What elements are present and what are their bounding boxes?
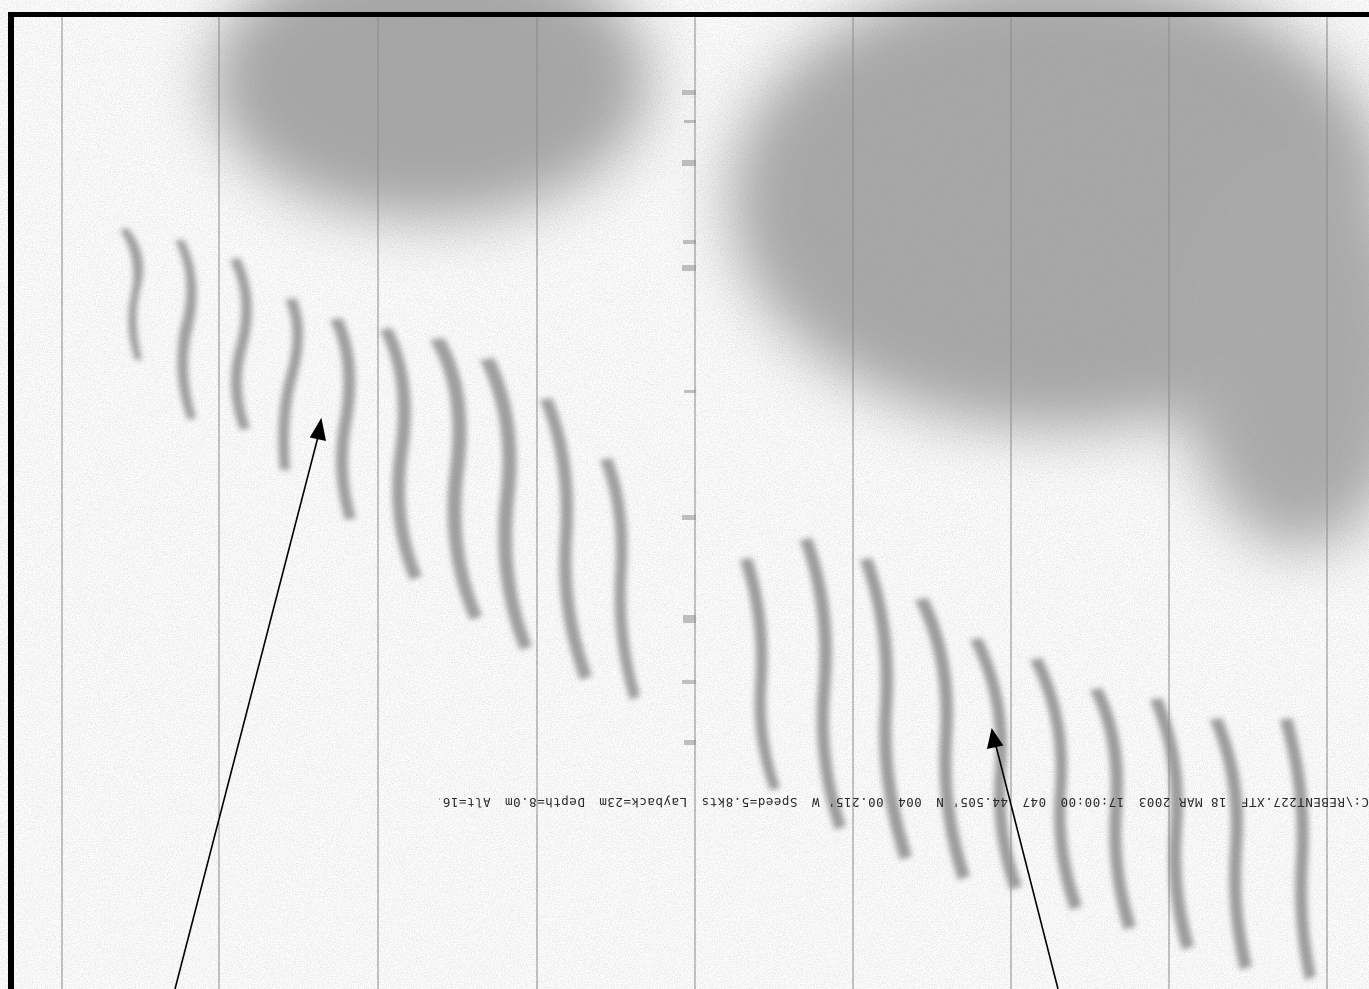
annotation-longitude-minutes: 00.215' W [811, 795, 884, 810]
sand-ripples-right [740, 538, 1316, 980]
annotation-altitude: Alt=16.7m [439, 795, 491, 810]
annotation-time: 17:00:00 [1060, 795, 1125, 810]
arrow-left-head [309, 417, 327, 442]
annotation-file: C:\REBENT227.XTF [1240, 795, 1369, 810]
frame-border-left [8, 12, 14, 989]
frame-border-top [8, 12, 1369, 17]
annotation-date: 18 MAR 2003 [1138, 795, 1227, 810]
arrow-right-shaft [994, 741, 1059, 989]
sand-ripples-left [120, 228, 640, 700]
arrow-left-shaft [174, 432, 320, 989]
annotation-layback: Layback=23m [598, 795, 688, 810]
arrow-right-head [986, 727, 1004, 750]
annotation-longitude: 004 [897, 795, 922, 810]
annotation-depth: Depth=8.0m [504, 795, 585, 810]
annotation-speed: Speed=5.8kts [701, 795, 798, 810]
range-grid-lines [61, 14, 1328, 989]
annotation-arrows [174, 417, 1059, 989]
annotation-latitude-minutes: 44.505' N [935, 795, 1008, 810]
navigation-annotation: C:\REBENT227.XTF 18 MAR 2003 17:00:00 04… [439, 792, 1369, 812]
nadir-seam [682, 90, 696, 745]
annotation-latitude: 047 [1021, 795, 1047, 810]
